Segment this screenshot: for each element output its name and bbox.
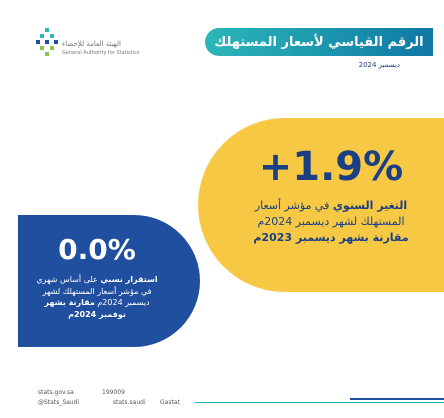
app[interactable]: Gastat xyxy=(160,399,180,406)
line: في مؤشر أسعار المستهلك لشهر xyxy=(42,286,152,296)
logo-icon xyxy=(36,28,58,56)
annual-text: التغير السنوي في مؤشر أسعار المستهلك لشه… xyxy=(218,198,444,246)
annual-card: +1.9% التغير السنوي في مؤشر أسعار المسته… xyxy=(198,118,444,292)
line: التغير السنوي في مؤشر أسعار xyxy=(218,198,444,214)
line: مقارنة بشهر ديسمبر 2023م xyxy=(253,230,409,244)
bold-part: استقرار نسبي xyxy=(100,275,158,284)
text-part: ديسمبر 2024م xyxy=(97,298,150,308)
bold-part: التغير السنوي xyxy=(332,199,408,212)
phone[interactable]: 199009 xyxy=(102,389,125,396)
line: ديسمبر 2024م مقارنة بشهر xyxy=(18,297,176,309)
social[interactable]: stats.saudi xyxy=(113,399,146,406)
monthly-value: 0.0% xyxy=(58,233,136,266)
header-date: ديسمبر 2024 xyxy=(358,61,400,69)
logo-name-ar: الهيئة العامة للإحصاء xyxy=(62,40,121,48)
footer-line xyxy=(350,398,444,400)
header-title: الرقم القياسي لأسعار المستهلك xyxy=(205,28,433,56)
line: المستهلك لشهر ديسمبر 2024م xyxy=(257,214,405,228)
line: نوفمبر 2024م xyxy=(68,309,126,319)
bold-part: مقارنة بشهر xyxy=(44,298,95,308)
website[interactable]: stats.gov.sa xyxy=(38,389,74,396)
text-part: على أساس شهري xyxy=(36,275,98,284)
line: استقرار نسبي على أساس شهري xyxy=(18,274,176,286)
twitter[interactable]: @Stats_Saudi xyxy=(38,399,80,406)
text-part: في مؤشر أسعار xyxy=(254,199,330,212)
monthly-card: 0.0% استقرار نسبي على أساس شهري في مؤشر … xyxy=(18,215,200,347)
monthly-text: استقرار نسبي على أساس شهري في مؤشر أسعار… xyxy=(18,274,176,320)
annual-value: +1.9% xyxy=(258,144,404,190)
logo-name-en: General Authority for Statistics xyxy=(62,50,140,56)
footer-line xyxy=(195,402,444,403)
